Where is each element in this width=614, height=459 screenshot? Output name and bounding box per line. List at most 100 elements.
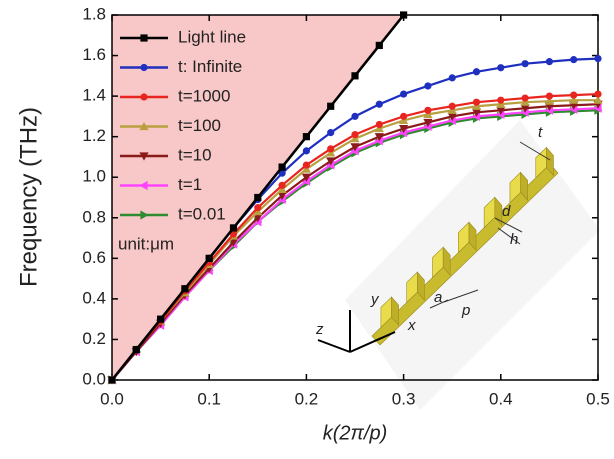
marker [157, 315, 165, 323]
marker [326, 157, 336, 166]
marker [399, 124, 409, 134]
marker [277, 191, 287, 201]
unit-annotation: unit:μm [118, 234, 174, 253]
marker [327, 129, 335, 137]
y-tick-label: 1.2 [82, 126, 106, 145]
marker [253, 214, 263, 223]
inset-tooth-side [520, 171, 528, 202]
plot-layer: 0.0 0.1 0.2 0.3 0.4 0.5 0.0 0.2 0.4 0.6 0.8 1.0 1.2 1… [82, 4, 609, 408]
marker [472, 98, 481, 106]
marker [594, 90, 602, 98]
marker [108, 376, 116, 384]
inset-dimension [443, 289, 479, 303]
x-tick-label: 0.4 [489, 389, 513, 408]
marker [228, 238, 239, 247]
x-tick-label: 0.1 [197, 389, 221, 408]
marker [254, 204, 262, 212]
y-tick-label: 0.2 [82, 329, 106, 348]
marker [229, 224, 238, 232]
marker [140, 210, 149, 220]
legend-label: Light line [178, 27, 246, 46]
y-tick-label: 1.0 [82, 167, 106, 186]
marker [471, 108, 482, 117]
marker [302, 133, 310, 141]
legend-label: t=0.01 [178, 204, 226, 223]
y-tick-label: 0.0 [82, 369, 106, 388]
legend-label: t=1000 [178, 86, 230, 105]
marker [205, 254, 213, 262]
marker [423, 118, 433, 128]
inset-label: y [370, 291, 380, 308]
marker [375, 41, 383, 50]
series [108, 11, 408, 384]
y-tick-label: 1.4 [82, 86, 106, 105]
marker [545, 58, 554, 66]
inset-dimension [519, 141, 551, 161]
y-tick-label: 1.6 [82, 45, 106, 64]
legend-label: t=10 [178, 145, 212, 164]
inset-tooth-side [417, 271, 425, 301]
x-axis-label: k(2π/p) [323, 422, 388, 444]
marker [593, 95, 603, 104]
legend-label: t: Infinite [178, 57, 242, 76]
y-axis-label: Frequency (THz) [15, 107, 42, 287]
marker [139, 152, 149, 161]
marker [570, 56, 578, 64]
legend-label: t=1 [178, 175, 202, 194]
marker [351, 112, 359, 120]
marker [400, 112, 408, 120]
inset-axis [349, 331, 396, 353]
inset-label: z [315, 321, 324, 338]
x-tick-label: 0.0 [100, 389, 124, 408]
marker [448, 74, 456, 82]
inset-axis [317, 339, 351, 353]
marker [521, 60, 529, 68]
marker [301, 173, 311, 182]
marker [424, 82, 432, 90]
marker [132, 345, 140, 354]
marker [140, 93, 148, 101]
y-tick-label: 0.6 [82, 248, 106, 267]
marker [520, 104, 530, 113]
inset-label: p [461, 302, 470, 319]
inset-background [345, 120, 600, 410]
marker [497, 64, 505, 72]
marker [351, 131, 359, 139]
inset-label: t [538, 124, 543, 141]
x-tick-label: 0.3 [392, 389, 416, 408]
inset-label: d [502, 203, 511, 220]
x-tick-label: 0.5 [586, 389, 610, 408]
marker [327, 145, 335, 153]
inset-tooth-side [391, 296, 399, 326]
inset-dimension [497, 227, 521, 245]
marker [544, 96, 554, 105]
marker [327, 102, 335, 110]
marker [400, 11, 408, 19]
plot-frame [111, 14, 599, 381]
marker [350, 143, 360, 152]
marker [570, 91, 578, 99]
marker [302, 161, 310, 169]
marker [594, 54, 602, 63]
marker [254, 193, 262, 202]
marker [545, 92, 554, 100]
inset-dimension [494, 217, 523, 233]
marker [472, 68, 481, 76]
marker [497, 96, 505, 104]
marker [569, 95, 579, 104]
marker [351, 72, 359, 80]
inset-label: x [407, 317, 416, 334]
marker [400, 90, 408, 98]
y-tick-label: 0.4 [82, 288, 106, 307]
marker [375, 120, 383, 129]
inset-label: a [434, 289, 442, 306]
marker [278, 163, 286, 171]
legend: Light line t: Infinite t=1000 t=100 t=10 t=1 t… [120, 27, 246, 223]
marker [496, 106, 506, 115]
inset-tooth-side [546, 146, 554, 177]
marker [139, 121, 149, 131]
marker [447, 112, 457, 121]
inset-tooth-side [442, 246, 451, 276]
marker [181, 285, 189, 293]
